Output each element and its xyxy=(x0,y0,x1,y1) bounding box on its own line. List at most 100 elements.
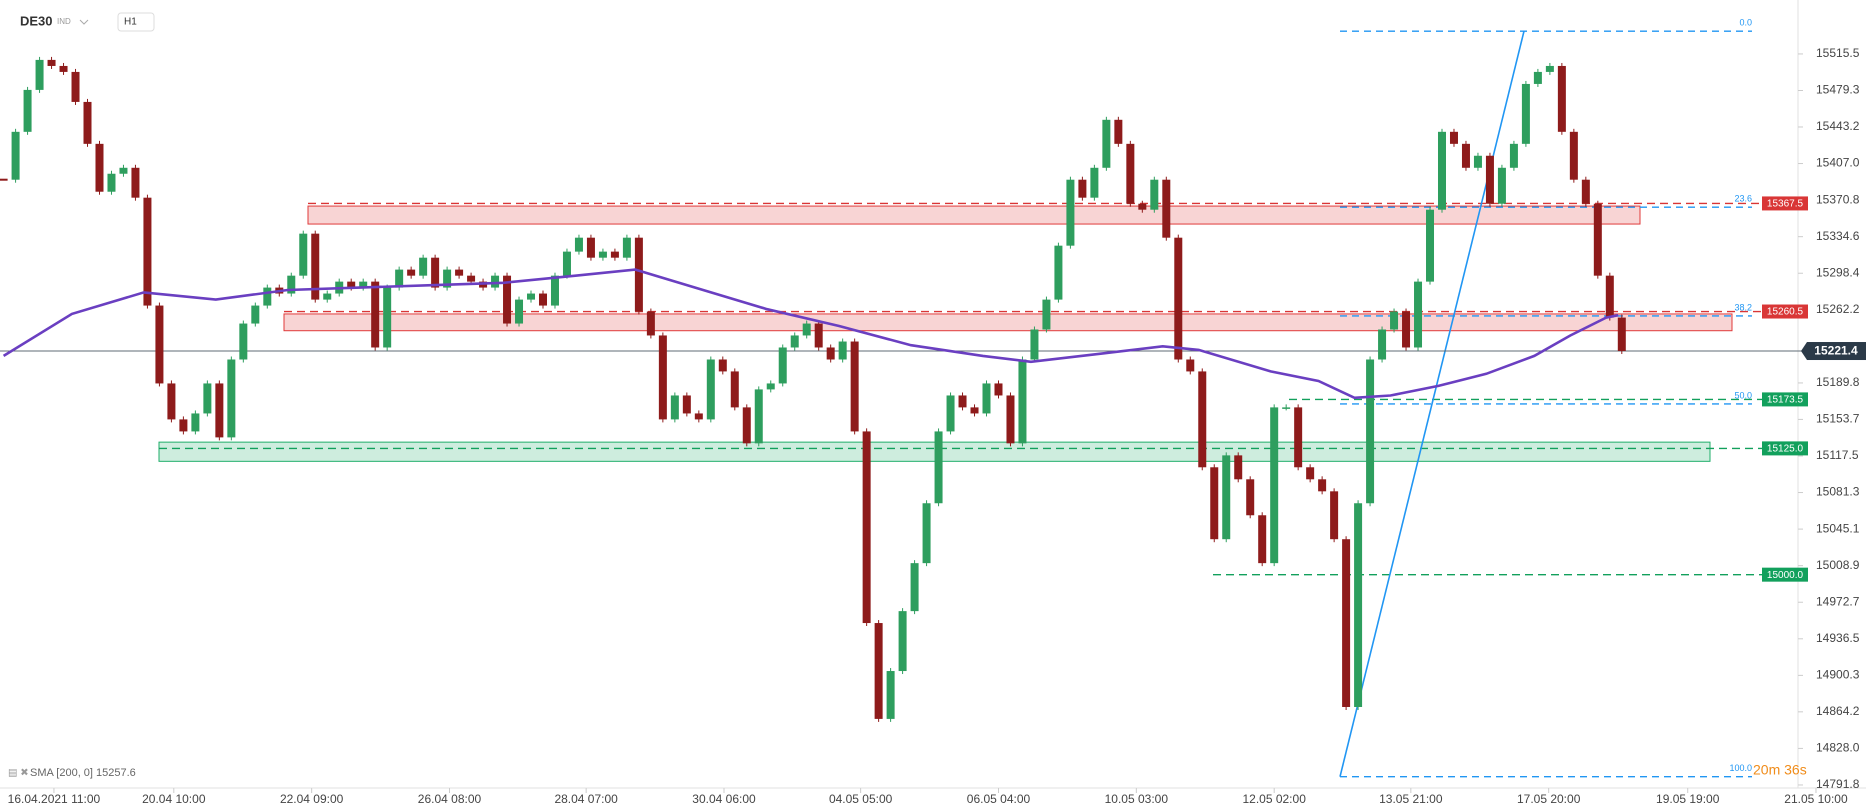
candle xyxy=(1162,179,1171,238)
candle xyxy=(850,341,859,432)
candle xyxy=(1330,491,1339,540)
y-tick-label: 15081.3 xyxy=(1816,485,1860,499)
candle xyxy=(47,59,56,66)
candle xyxy=(1569,131,1578,180)
candle xyxy=(1222,455,1231,540)
candle xyxy=(886,671,895,719)
candle xyxy=(35,59,44,90)
dropdown-icon[interactable] xyxy=(79,19,89,25)
y-tick-label: 14972.7 xyxy=(1816,594,1860,608)
candle xyxy=(311,233,320,300)
candle xyxy=(1557,65,1566,132)
candle xyxy=(802,323,811,336)
y-tick-label: 15189.8 xyxy=(1816,375,1860,389)
candle xyxy=(1210,467,1219,540)
fib-label: 0.0 xyxy=(1739,18,1752,28)
candle xyxy=(467,275,476,282)
candle xyxy=(1246,479,1255,516)
market: IND xyxy=(57,17,71,26)
last-price: 15221.4 xyxy=(1814,344,1858,358)
y-tick-label: 14900.3 xyxy=(1816,668,1860,682)
fib-trend xyxy=(1339,31,1525,777)
candle xyxy=(766,383,775,390)
candle xyxy=(431,257,440,288)
candle xyxy=(910,563,919,612)
candle xyxy=(179,419,188,432)
zone xyxy=(283,313,1733,332)
candle xyxy=(1545,65,1554,72)
candle xyxy=(419,257,428,276)
fib-label: 38.2 xyxy=(1734,302,1752,312)
candle xyxy=(1234,455,1243,480)
candle xyxy=(1366,359,1375,504)
candle xyxy=(1605,275,1614,318)
candle xyxy=(1354,503,1363,707)
candle xyxy=(1593,203,1602,276)
candle xyxy=(1006,395,1015,444)
candle xyxy=(1282,407,1291,409)
candle xyxy=(1030,329,1039,360)
candle xyxy=(1150,179,1159,210)
candle xyxy=(527,293,536,300)
y-tick-label: 14791.8 xyxy=(1816,777,1860,791)
candle xyxy=(922,503,931,564)
x-tick-label: 30.04 06:00 xyxy=(692,792,756,806)
candle xyxy=(1617,317,1626,352)
candle xyxy=(730,371,739,408)
fib-label: 100.0 xyxy=(1729,763,1752,773)
candle xyxy=(982,383,991,414)
candle xyxy=(1521,83,1530,144)
last-price-box xyxy=(1807,342,1866,361)
x-tick-label: 12.05 02:00 xyxy=(1242,792,1306,806)
candle xyxy=(1114,119,1123,144)
y-tick-label: 15298.4 xyxy=(1816,265,1860,279)
candle xyxy=(1449,131,1458,144)
candle xyxy=(1581,179,1590,204)
candle xyxy=(1437,131,1446,210)
candle xyxy=(778,347,787,384)
candle xyxy=(610,251,619,258)
candle xyxy=(395,269,404,288)
candle xyxy=(491,275,500,288)
candle xyxy=(167,383,176,420)
candle xyxy=(1054,245,1063,300)
sma-line xyxy=(2,268,1619,400)
candle xyxy=(1198,371,1207,468)
level-label: 15260.5 xyxy=(1767,307,1804,318)
candle xyxy=(574,237,583,252)
timeframe-box[interactable] xyxy=(117,12,155,32)
candle xyxy=(586,237,595,258)
candle xyxy=(359,281,368,288)
candle xyxy=(1306,467,1315,480)
candle xyxy=(1258,515,1267,564)
candle xyxy=(1461,143,1470,168)
fib-label: 50.0 xyxy=(1734,390,1752,400)
timeframe[interactable]: H1 xyxy=(124,17,137,28)
candle xyxy=(1078,179,1087,198)
candle xyxy=(383,287,392,348)
level-label-box xyxy=(1762,441,1808,456)
legend-icons[interactable]: ▤ ✖ xyxy=(8,768,29,779)
candle xyxy=(694,413,703,420)
candle xyxy=(1138,203,1147,210)
candle xyxy=(754,389,763,444)
candle xyxy=(143,197,152,306)
candle xyxy=(251,305,260,324)
level-label-box xyxy=(1762,392,1808,407)
x-tick-label: 17.05 20:00 xyxy=(1517,792,1581,806)
candle xyxy=(1497,167,1506,204)
fib-label: 23.6 xyxy=(1734,194,1752,204)
candle xyxy=(826,347,835,360)
candle xyxy=(622,237,631,258)
candle xyxy=(107,173,116,192)
candle xyxy=(970,407,979,414)
x-tick-label: 16.04.2021 11:00 xyxy=(8,792,101,806)
candle xyxy=(191,413,200,432)
candle xyxy=(538,293,547,306)
candle xyxy=(71,71,80,102)
candle xyxy=(443,269,452,288)
candle xyxy=(1342,539,1351,707)
candle xyxy=(646,311,655,336)
level-label: 15367.5 xyxy=(1767,199,1804,210)
